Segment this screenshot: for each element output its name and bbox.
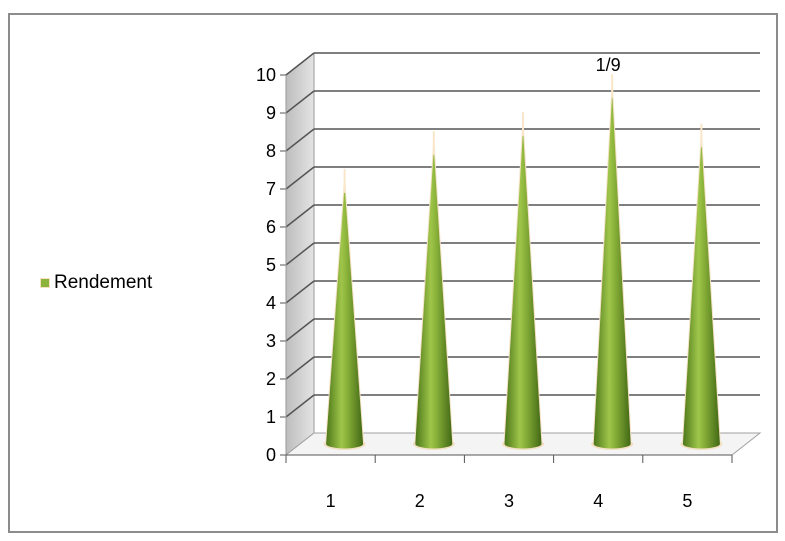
x-tick-label: 4 (593, 491, 603, 511)
legend-swatch (40, 278, 50, 288)
gridline-depth (285, 128, 315, 152)
y-tick-label: 0 (266, 445, 276, 465)
x-tick-label: 5 (682, 491, 692, 511)
y-tick-label: 10 (256, 65, 276, 85)
cone-body (414, 139, 454, 450)
labels-layer: 0 1 2 3 4 5 6 7 8 9 10 1 2 3 4 5 1/9 (256, 55, 692, 511)
gridline-depth (285, 166, 315, 190)
y-tick-label: 3 (266, 331, 276, 351)
cone-bar (680, 123, 723, 450)
legend-label: Rendement (54, 272, 153, 293)
cone-bar (323, 169, 366, 450)
data-label: 1/9 (596, 55, 621, 75)
cone-bar (591, 74, 634, 450)
gridline-depth (285, 318, 315, 342)
axes-layer (280, 51, 762, 463)
gridline-depth (285, 394, 315, 418)
y-tick-label: 9 (266, 103, 276, 123)
gridline-depth (285, 242, 315, 266)
cone-bar (412, 131, 455, 450)
cone-body (592, 82, 632, 450)
cone-bar (502, 112, 544, 450)
y-tick-label: 7 (266, 179, 276, 199)
x-tick-label: 2 (415, 491, 425, 511)
gridline-depth (285, 204, 315, 228)
gridline-depth (285, 52, 315, 76)
y-tick-label: 8 (266, 141, 276, 161)
y-tick-label: 5 (266, 255, 276, 275)
legend: Rendement (40, 272, 152, 294)
cone-body (681, 132, 721, 450)
gridline-depth (285, 90, 315, 114)
x-tick-label: 1 (326, 491, 336, 511)
x-tick-label: 3 (504, 491, 514, 511)
cone-body (325, 177, 365, 450)
gridline-depth (285, 280, 315, 304)
y-tick-label: 6 (266, 217, 276, 237)
y-tick-label: 4 (266, 293, 276, 313)
y-tick-label: 1 (266, 407, 276, 427)
cone-body (503, 120, 543, 450)
cones-layer (323, 74, 723, 450)
gridline-depth (285, 356, 315, 380)
y-tick-label: 2 (266, 369, 276, 389)
